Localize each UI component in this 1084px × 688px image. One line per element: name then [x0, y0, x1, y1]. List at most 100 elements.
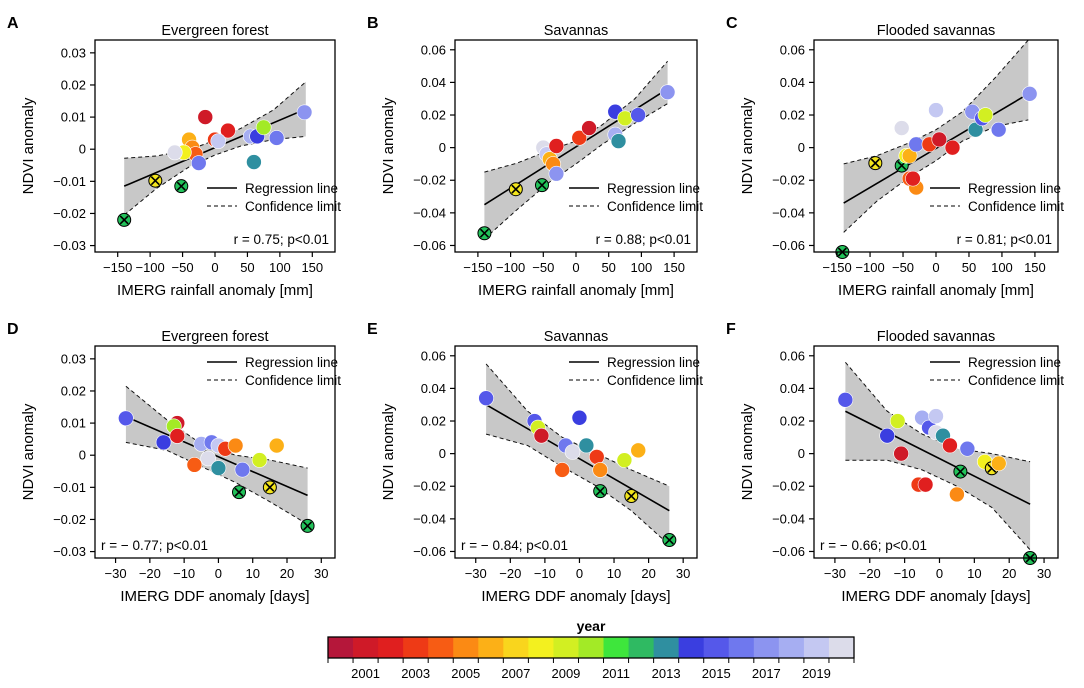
data-point-2019	[210, 133, 227, 149]
y-tick-label: −0.04	[413, 511, 446, 526]
x-tick-label: 30	[676, 566, 690, 581]
cross-mark	[595, 486, 605, 496]
x-tick-label: −50	[892, 260, 914, 275]
panel-title: Evergreen forest	[161, 329, 268, 345]
y-tick-label: 0.01	[61, 416, 86, 431]
x-tick-label: −20	[499, 566, 521, 581]
panel-title: Savannas	[544, 23, 609, 39]
data-point-2001	[931, 131, 948, 148]
data-point-2014	[879, 427, 896, 444]
data-point-2019	[928, 102, 944, 118]
x-axis-label: IMERG rainfall anomaly [mm]	[478, 282, 674, 299]
y-tick-label: 0.06	[780, 348, 805, 363]
legend-regression-label: Regression line	[245, 355, 338, 370]
cross-mark	[870, 158, 880, 168]
data-point-2015	[478, 390, 494, 406]
y-tick-label: 0.06	[421, 348, 446, 363]
x-tick-label: 30	[1037, 566, 1051, 581]
y-tick-label: 0	[79, 448, 86, 463]
colorbar-swatch-2016	[728, 637, 755, 658]
data-point-2016	[268, 130, 285, 146]
data-point-2017	[548, 165, 565, 182]
legend-confidence-label: Confidence limit	[607, 373, 703, 388]
stat-text: r = 0.88; p<0.01	[596, 232, 691, 247]
x-tick-label: −30	[465, 566, 487, 581]
data-point-2002	[548, 138, 565, 154]
cross-mark	[479, 228, 489, 238]
confidence-band	[484, 61, 668, 240]
data-point-2020	[200, 450, 216, 467]
x-tick-label: 150	[663, 260, 685, 275]
y-tick-label: 0.02	[780, 108, 805, 123]
legend: Regression line Confidence limit	[569, 355, 703, 388]
y-tick-label: 0	[439, 446, 446, 461]
x-tick-label: 20	[1002, 566, 1016, 581]
data-point-2019	[928, 408, 944, 424]
x-tick-label: 10	[607, 566, 621, 581]
panel-b: −150 −100 −50 0 50 100 150 −0.06 −0.04 −0.02 0 0.02…	[367, 15, 703, 299]
data-point-2002	[169, 428, 186, 444]
x-tick-label: 150	[301, 260, 323, 275]
x-axis-label: IMERG DDF anomaly [days]	[841, 588, 1030, 605]
confidence-lower-line	[485, 433, 670, 546]
axes-frame	[94, 345, 336, 559]
x-tick-label: 100	[631, 260, 653, 275]
data-point-2013	[210, 460, 227, 476]
data-point-2009	[617, 110, 633, 127]
stat-text: r = − 0.77; p<0.01	[101, 538, 208, 553]
y-tick-label: 0.04	[780, 381, 805, 396]
data-point-2013	[578, 437, 595, 454]
panel-title: Flooded savannas	[877, 329, 996, 345]
x-tick-label: 10	[245, 566, 259, 581]
data-point-2001	[197, 109, 214, 125]
data-point-2020	[564, 444, 581, 460]
colorbar-tick-label: 2005	[451, 666, 480, 681]
legend-regression-label: Regression line	[607, 355, 700, 370]
colorbar-swatch-2006	[478, 637, 504, 658]
legend-confidence-label: Confidence limit	[968, 199, 1064, 214]
y-tick-label: −0.04	[772, 511, 805, 526]
y-axis-label: NDVI anomaly	[739, 97, 756, 194]
axes-frame	[454, 345, 698, 559]
x-tick-label: −150	[822, 260, 851, 275]
panel-letter: D	[7, 321, 19, 338]
x-tick-label: 150	[1024, 260, 1046, 275]
x-tick-label: 50	[240, 260, 254, 275]
data-point-2016	[234, 461, 251, 478]
colorbar-swatch-2003	[403, 637, 429, 658]
colorbar-swatch-2004	[428, 637, 454, 658]
y-tick-label: −0.02	[772, 173, 805, 188]
data-point-2002	[905, 170, 921, 187]
cross-mark	[303, 521, 313, 531]
y-tick-label: 0.03	[61, 45, 86, 60]
y-tick-label: −0.06	[413, 238, 446, 253]
data-point-2013	[246, 154, 262, 170]
data-point-2003	[571, 130, 588, 146]
panel-letter: C	[726, 15, 738, 32]
y-tick-label: 0.02	[61, 383, 86, 398]
x-tick-label: 100	[991, 260, 1013, 275]
x-tick-label: −10	[173, 566, 195, 581]
panel-letter: A	[7, 15, 19, 32]
data-point-2014	[155, 434, 172, 451]
y-tick-label: −0.06	[772, 238, 805, 253]
y-tick-label: 0.02	[780, 414, 805, 429]
panel-title: Savannas	[544, 329, 609, 345]
data-point-2004	[186, 457, 203, 473]
data-point-2005	[592, 462, 609, 478]
y-tick-label: −0.01	[53, 480, 86, 495]
y-tick-label: −0.01	[53, 174, 86, 189]
legend-regression-label: Regression line	[968, 355, 1061, 370]
data-point-2001	[581, 120, 597, 136]
x-tick-label: −100	[855, 260, 884, 275]
colorbar-swatch-2008	[528, 637, 554, 658]
y-tick-label: −0.04	[413, 205, 446, 220]
data-point-2009	[616, 452, 633, 468]
regression-line	[845, 410, 1031, 505]
cross-mark	[537, 180, 547, 190]
x-tick-label: −100	[135, 260, 164, 275]
x-tick-label: 0	[211, 260, 218, 275]
data-point-2009	[889, 413, 906, 429]
legend-confidence-label: Confidence limit	[245, 373, 341, 388]
y-tick-label: 0.04	[421, 75, 446, 90]
